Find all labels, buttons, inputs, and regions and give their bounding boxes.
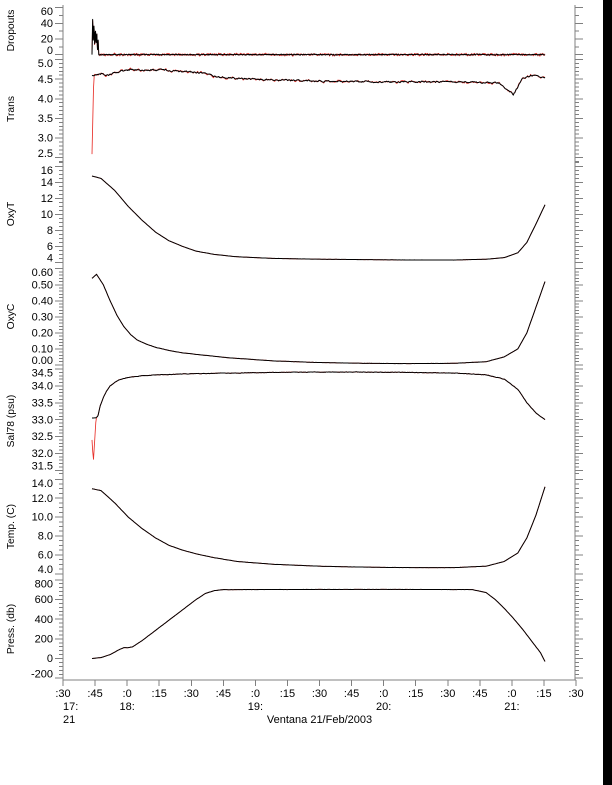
svg-text:31.5: 31.5 — [32, 460, 53, 472]
svg-text:16: 16 — [41, 165, 53, 177]
svg-text:33.5: 33.5 — [32, 397, 53, 409]
svg-text:Sal78 (psu): Sal78 (psu) — [6, 395, 17, 448]
svg-text::30: :30 — [440, 688, 455, 700]
svg-text:10: 10 — [41, 209, 53, 221]
svg-text:4: 4 — [47, 253, 53, 265]
svg-text:400: 400 — [35, 614, 53, 626]
svg-text:6: 6 — [47, 241, 53, 253]
svg-text:4.0: 4.0 — [38, 564, 53, 576]
svg-text:2.5: 2.5 — [38, 148, 53, 160]
svg-text:32.5: 32.5 — [32, 431, 53, 443]
svg-text::0: :0 — [507, 688, 516, 700]
svg-text:Ventana 21/Feb/2003: Ventana 21/Feb/2003 — [267, 714, 372, 726]
svg-text::15: :15 — [152, 688, 167, 700]
svg-text:Trans: Trans — [6, 96, 17, 122]
svg-text:60: 60 — [41, 6, 53, 18]
svg-text:0: 0 — [47, 45, 53, 57]
svg-text:Temp. (C): Temp. (C) — [6, 504, 17, 549]
svg-text:18:: 18: — [119, 701, 134, 713]
svg-text:6.0: 6.0 — [38, 549, 53, 561]
svg-text:10.0: 10.0 — [32, 512, 53, 524]
svg-text::30: :30 — [184, 688, 199, 700]
svg-text::45: :45 — [216, 688, 231, 700]
svg-text:Press. (db): Press. (db) — [6, 604, 17, 654]
svg-text::15: :15 — [536, 688, 551, 700]
svg-text:0.50: 0.50 — [32, 279, 53, 291]
svg-text:21:: 21: — [504, 701, 519, 713]
svg-text:0.60: 0.60 — [32, 267, 53, 279]
svg-text:0.40: 0.40 — [32, 295, 53, 307]
svg-text:5.0: 5.0 — [38, 58, 53, 70]
svg-text:17:: 17: — [63, 701, 78, 713]
svg-text:200: 200 — [35, 633, 53, 645]
svg-text:600: 600 — [35, 594, 53, 606]
svg-text:4.0: 4.0 — [38, 93, 53, 105]
svg-text:OxyT: OxyT — [6, 201, 17, 226]
svg-text::30: :30 — [55, 688, 70, 700]
svg-text:34.0: 34.0 — [32, 381, 53, 393]
svg-text:0.20: 0.20 — [32, 327, 53, 339]
svg-text::45: :45 — [87, 688, 102, 700]
svg-text:4.5: 4.5 — [38, 74, 53, 86]
svg-text:32.0: 32.0 — [32, 448, 53, 460]
svg-text:800: 800 — [35, 578, 53, 590]
svg-text::15: :15 — [280, 688, 295, 700]
svg-text:3.0: 3.0 — [38, 133, 53, 145]
svg-text::45: :45 — [472, 688, 487, 700]
svg-text:0.10: 0.10 — [32, 343, 53, 355]
svg-text:14: 14 — [41, 177, 53, 189]
svg-text::0: :0 — [251, 688, 260, 700]
svg-text:0: 0 — [47, 653, 53, 665]
svg-text:12: 12 — [41, 193, 53, 205]
svg-text:33.0: 33.0 — [32, 414, 53, 426]
svg-text::15: :15 — [408, 688, 423, 700]
svg-text:Dropouts: Dropouts — [6, 10, 17, 52]
svg-text:3.5: 3.5 — [38, 113, 53, 125]
svg-text:8.0: 8.0 — [38, 531, 53, 543]
svg-text::45: :45 — [344, 688, 359, 700]
svg-text::0: :0 — [123, 688, 132, 700]
svg-text:14.0: 14.0 — [32, 478, 53, 490]
svg-text:34.5: 34.5 — [32, 368, 53, 380]
svg-text:20:: 20: — [376, 701, 391, 713]
svg-text:0.00: 0.00 — [32, 355, 53, 367]
svg-text:12.0: 12.0 — [32, 493, 53, 505]
svg-text::30: :30 — [312, 688, 327, 700]
svg-text:20: 20 — [41, 34, 53, 46]
svg-text:21: 21 — [63, 714, 75, 726]
svg-text:8: 8 — [47, 225, 53, 237]
svg-text:0.30: 0.30 — [32, 311, 53, 323]
svg-text:-200: -200 — [31, 668, 53, 680]
svg-text:19:: 19: — [248, 701, 263, 713]
svg-text::30: :30 — [568, 688, 583, 700]
svg-text:40: 40 — [41, 18, 53, 30]
svg-text:OxyC: OxyC — [6, 303, 17, 329]
svg-text::0: :0 — [379, 688, 388, 700]
